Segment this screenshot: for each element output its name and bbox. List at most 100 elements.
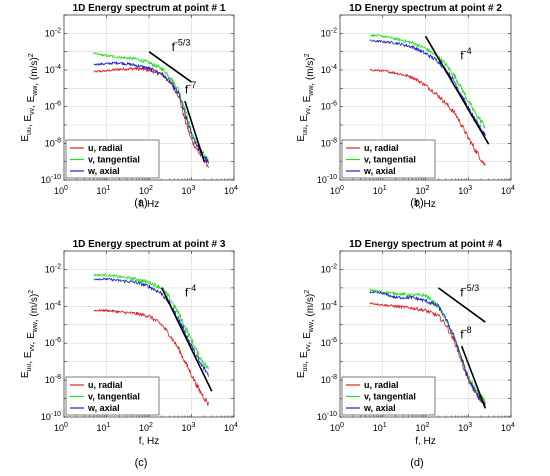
y-tick-label: 10-10 (317, 411, 337, 422)
legend-label: w, axial (363, 403, 396, 413)
series-line-1 (93, 308, 209, 407)
x-tick-label: 102 (416, 422, 430, 433)
x-tick-label: 100 (330, 422, 344, 433)
x-tick-label: 100 (54, 185, 68, 196)
power-law-annotation: f-5/3 (172, 38, 191, 54)
x-tick-label: 101 (97, 422, 111, 433)
series-line-2 (93, 273, 209, 370)
legend-label: u, radial (364, 380, 399, 390)
y-axis-label: Euu, Evv, Eww, (m/s)2 (20, 290, 40, 378)
y-tick-label: 10-10 (41, 411, 61, 422)
power-law-fit-line (460, 345, 487, 409)
ticks (63, 14, 235, 181)
x-axis-label: f, Hz (415, 436, 436, 447)
chart-title: 1D Energy spectrum at point # 3 (73, 239, 226, 250)
chart-panel-1: 100 101 102 103 104 10-10 10-8 10-6 10-4 10-2 1D E… (20, 3, 238, 210)
x-tick-label: 101 (97, 185, 111, 196)
series-group (93, 273, 213, 407)
y-tick-label: 10-8 (321, 374, 337, 385)
y-tick-label: 10-2 (45, 27, 61, 38)
series-line-1 (93, 66, 209, 168)
y-axis-label: Euu, Evv, Eww, (m/s)2 (20, 53, 40, 141)
x-tick-label: 101 (373, 185, 387, 196)
y-tick-label: 10-6 (321, 101, 337, 112)
y-tick-label: 10-4 (45, 300, 61, 311)
legend-label: v, tangential (88, 392, 140, 402)
power-law-fit-line (424, 35, 490, 145)
x-tick-label: 100 (54, 422, 68, 433)
y-tick-label: 10-8 (45, 374, 61, 385)
series-group (369, 34, 490, 166)
panel-caption: (a) (134, 197, 147, 209)
y-tick-label: 10-4 (321, 64, 337, 75)
x-tick-label: 103 (458, 422, 472, 433)
series-group (369, 287, 487, 409)
chart-title: 1D Energy spectrum at point # 1 (73, 3, 226, 14)
ticks (63, 250, 235, 418)
x-tick-label: 104 (224, 422, 238, 433)
y-tick-label: 10-10 (41, 174, 61, 185)
series-line-2 (93, 52, 209, 165)
power-law-fit-line (161, 287, 213, 392)
series-line-3 (93, 277, 209, 377)
series-group (93, 51, 209, 168)
power-law-annotation: f-5/3 (460, 283, 479, 299)
x-tick-label: 102 (139, 422, 153, 433)
power-law-annotation: f-7 (185, 80, 196, 96)
series-line-3 (93, 61, 209, 164)
legend-label: u, radial (88, 380, 123, 390)
panel-caption: (d) (410, 457, 423, 469)
legend-label: w, axial (87, 166, 120, 176)
y-tick-label: 10-4 (45, 64, 61, 75)
power-law-annotation: f-4 (185, 283, 196, 299)
ticks (339, 14, 512, 181)
legend-label: v, tangential (364, 155, 416, 165)
x-tick-label: 100 (330, 185, 344, 196)
series-line-1 (369, 68, 486, 166)
x-tick-label: 104 (501, 185, 515, 196)
panel-caption: (b) (410, 197, 423, 209)
x-tick-label: 103 (182, 422, 196, 433)
x-tick-label: 103 (458, 185, 472, 196)
series-line-3 (369, 290, 486, 409)
x-tick-label: 103 (182, 185, 196, 196)
x-tick-label: 104 (224, 185, 238, 196)
chart-panel-3: 100 101 102 103 104 10-10 10-8 10-6 10-4 10-2 1D E… (20, 239, 238, 469)
power-law-fit-line (148, 51, 192, 83)
y-axis-label: Euu, Evv, Eww, (m/s)2 (296, 290, 316, 378)
chart-panel-2: 100 101 102 103 104 10-10 10-8 10-6 10-4 10-2 1D E… (296, 3, 515, 210)
y-tick-label: 10-4 (321, 300, 337, 311)
legend-label: u, radial (364, 143, 399, 153)
legend-label: v, tangential (364, 392, 416, 402)
x-axis-label: f, Hz (139, 436, 160, 447)
legend-label: u, radial (88, 143, 123, 153)
panel-caption: (c) (135, 457, 148, 469)
power-law-fit-line (437, 287, 486, 323)
power-law-annotation: f-8 (460, 325, 471, 341)
x-axis-label: f, Hz (415, 199, 436, 210)
legend-label: v, tangential (88, 155, 140, 165)
grid (64, 15, 234, 180)
chart-panel-4: 100 101 102 103 104 10-10 10-8 10-6 10-4 10-2 1D E… (296, 239, 515, 469)
y-tick-label: 10-6 (321, 337, 337, 348)
y-tick-label: 10-2 (321, 27, 337, 38)
x-tick-label: 104 (501, 422, 515, 433)
legend-label: w, axial (87, 403, 120, 413)
chart-title: 1D Energy spectrum at point # 2 (349, 3, 502, 14)
y-tick-label: 10-8 (321, 137, 337, 148)
y-axis-label: Euu, Evv, Eww, (m/s)2 (296, 53, 316, 141)
y-tick-label: 10-2 (321, 263, 337, 274)
x-tick-label: 102 (139, 185, 153, 196)
y-tick-label: 10-2 (45, 263, 61, 274)
y-tick-label: 10-6 (45, 337, 61, 348)
power-law-annotation: f-4 (460, 46, 471, 62)
x-tick-label: 101 (373, 422, 387, 433)
x-axis-label: f, Hz (139, 199, 160, 210)
x-tick-label: 102 (416, 185, 430, 196)
y-tick-label: 10-10 (317, 174, 337, 185)
